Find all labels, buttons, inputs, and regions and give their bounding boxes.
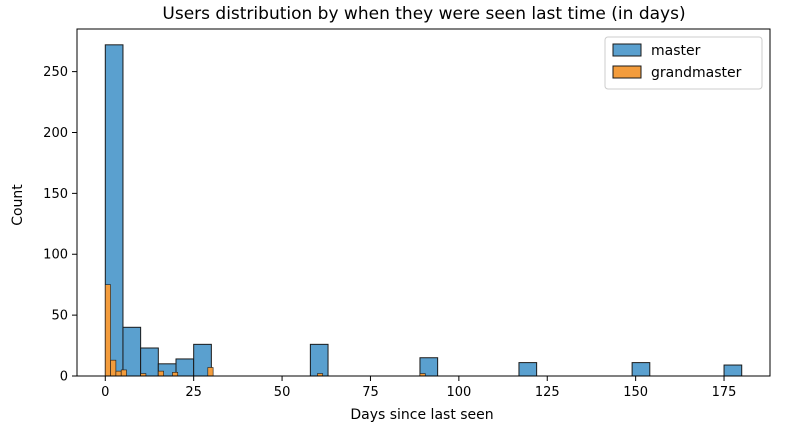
- grandmaster-bar: [104, 284, 111, 377]
- master-bar: [518, 362, 538, 377]
- y-axis-label: Count: [10, 184, 26, 226]
- grandmaster-bar: [120, 369, 127, 377]
- legend: master grandmaster: [604, 36, 763, 90]
- x-tick-label: 100: [446, 385, 471, 400]
- grandmaster-bar: [115, 370, 122, 377]
- y-tick-label: 200: [43, 126, 68, 141]
- legend-swatch-grandmaster: [612, 65, 642, 79]
- y-tick-label: 0: [60, 370, 68, 385]
- bars-layer: [104, 44, 743, 377]
- master-bar: [140, 347, 159, 377]
- legend-label-grandmaster: grandmaster: [651, 65, 742, 81]
- series-master: [104, 44, 743, 377]
- x-tick-label: 175: [712, 385, 737, 400]
- grandmaster-bar: [172, 372, 179, 377]
- master-bar: [309, 343, 329, 377]
- y-tick-label: 50: [51, 309, 68, 324]
- x-tick-label: 25: [185, 385, 202, 400]
- master-bar: [723, 364, 743, 377]
- y-tick-label: 150: [43, 187, 68, 202]
- x-tick-label: 125: [535, 385, 560, 400]
- x-tick-label: 150: [623, 385, 648, 400]
- plot-frame: [76, 28, 771, 377]
- grandmaster-bar: [110, 359, 117, 377]
- y-tick-label: 100: [43, 248, 68, 263]
- x-axis-label: Days since last seen: [350, 407, 493, 423]
- y-axis: 0 50 100 150 200 250: [43, 65, 77, 385]
- grandmaster-bar: [158, 370, 164, 377]
- legend-box: [604, 36, 763, 90]
- x-tick-label: 75: [362, 385, 379, 400]
- chart-title: Users distribution by when they were see…: [162, 4, 685, 24]
- x-tick-label: 0: [101, 385, 109, 400]
- y-tick-label: 250: [43, 65, 68, 80]
- master-bar: [122, 326, 142, 377]
- x-tick-label: 50: [274, 385, 291, 400]
- legend-label-master: master: [651, 43, 701, 59]
- grandmaster-bar: [207, 367, 214, 377]
- x-axis: 0 25 50 75 100 125 150 175: [101, 376, 736, 400]
- legend-swatch-master: [612, 43, 642, 57]
- master-bar: [175, 358, 195, 377]
- master-bar: [631, 362, 651, 377]
